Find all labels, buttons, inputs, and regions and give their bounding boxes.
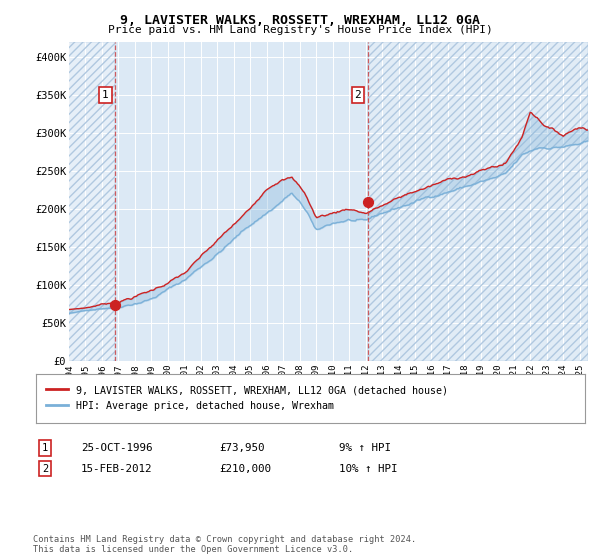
Text: £210,000: £210,000 [219, 464, 271, 474]
Text: 9% ↑ HPI: 9% ↑ HPI [339, 443, 391, 453]
Text: 10% ↑ HPI: 10% ↑ HPI [339, 464, 397, 474]
Text: 1: 1 [102, 90, 109, 100]
Text: £73,950: £73,950 [219, 443, 265, 453]
Text: 25-OCT-1996: 25-OCT-1996 [81, 443, 152, 453]
Text: 2: 2 [354, 90, 361, 100]
Legend: 9, LAVISTER WALKS, ROSSETT, WREXHAM, LL12 0GA (detached house), HPI: Average pri: 9, LAVISTER WALKS, ROSSETT, WREXHAM, LL1… [42, 381, 452, 415]
Text: 9, LAVISTER WALKS, ROSSETT, WREXHAM, LL12 0GA: 9, LAVISTER WALKS, ROSSETT, WREXHAM, LL1… [120, 14, 480, 27]
Text: 15-FEB-2012: 15-FEB-2012 [81, 464, 152, 474]
Text: Price paid vs. HM Land Registry's House Price Index (HPI): Price paid vs. HM Land Registry's House … [107, 25, 493, 35]
Text: Contains HM Land Registry data © Crown copyright and database right 2024.
This d: Contains HM Land Registry data © Crown c… [33, 535, 416, 554]
Text: 1: 1 [42, 443, 48, 453]
Text: 2: 2 [42, 464, 48, 474]
Point [363, 197, 373, 206]
Point [110, 301, 120, 310]
